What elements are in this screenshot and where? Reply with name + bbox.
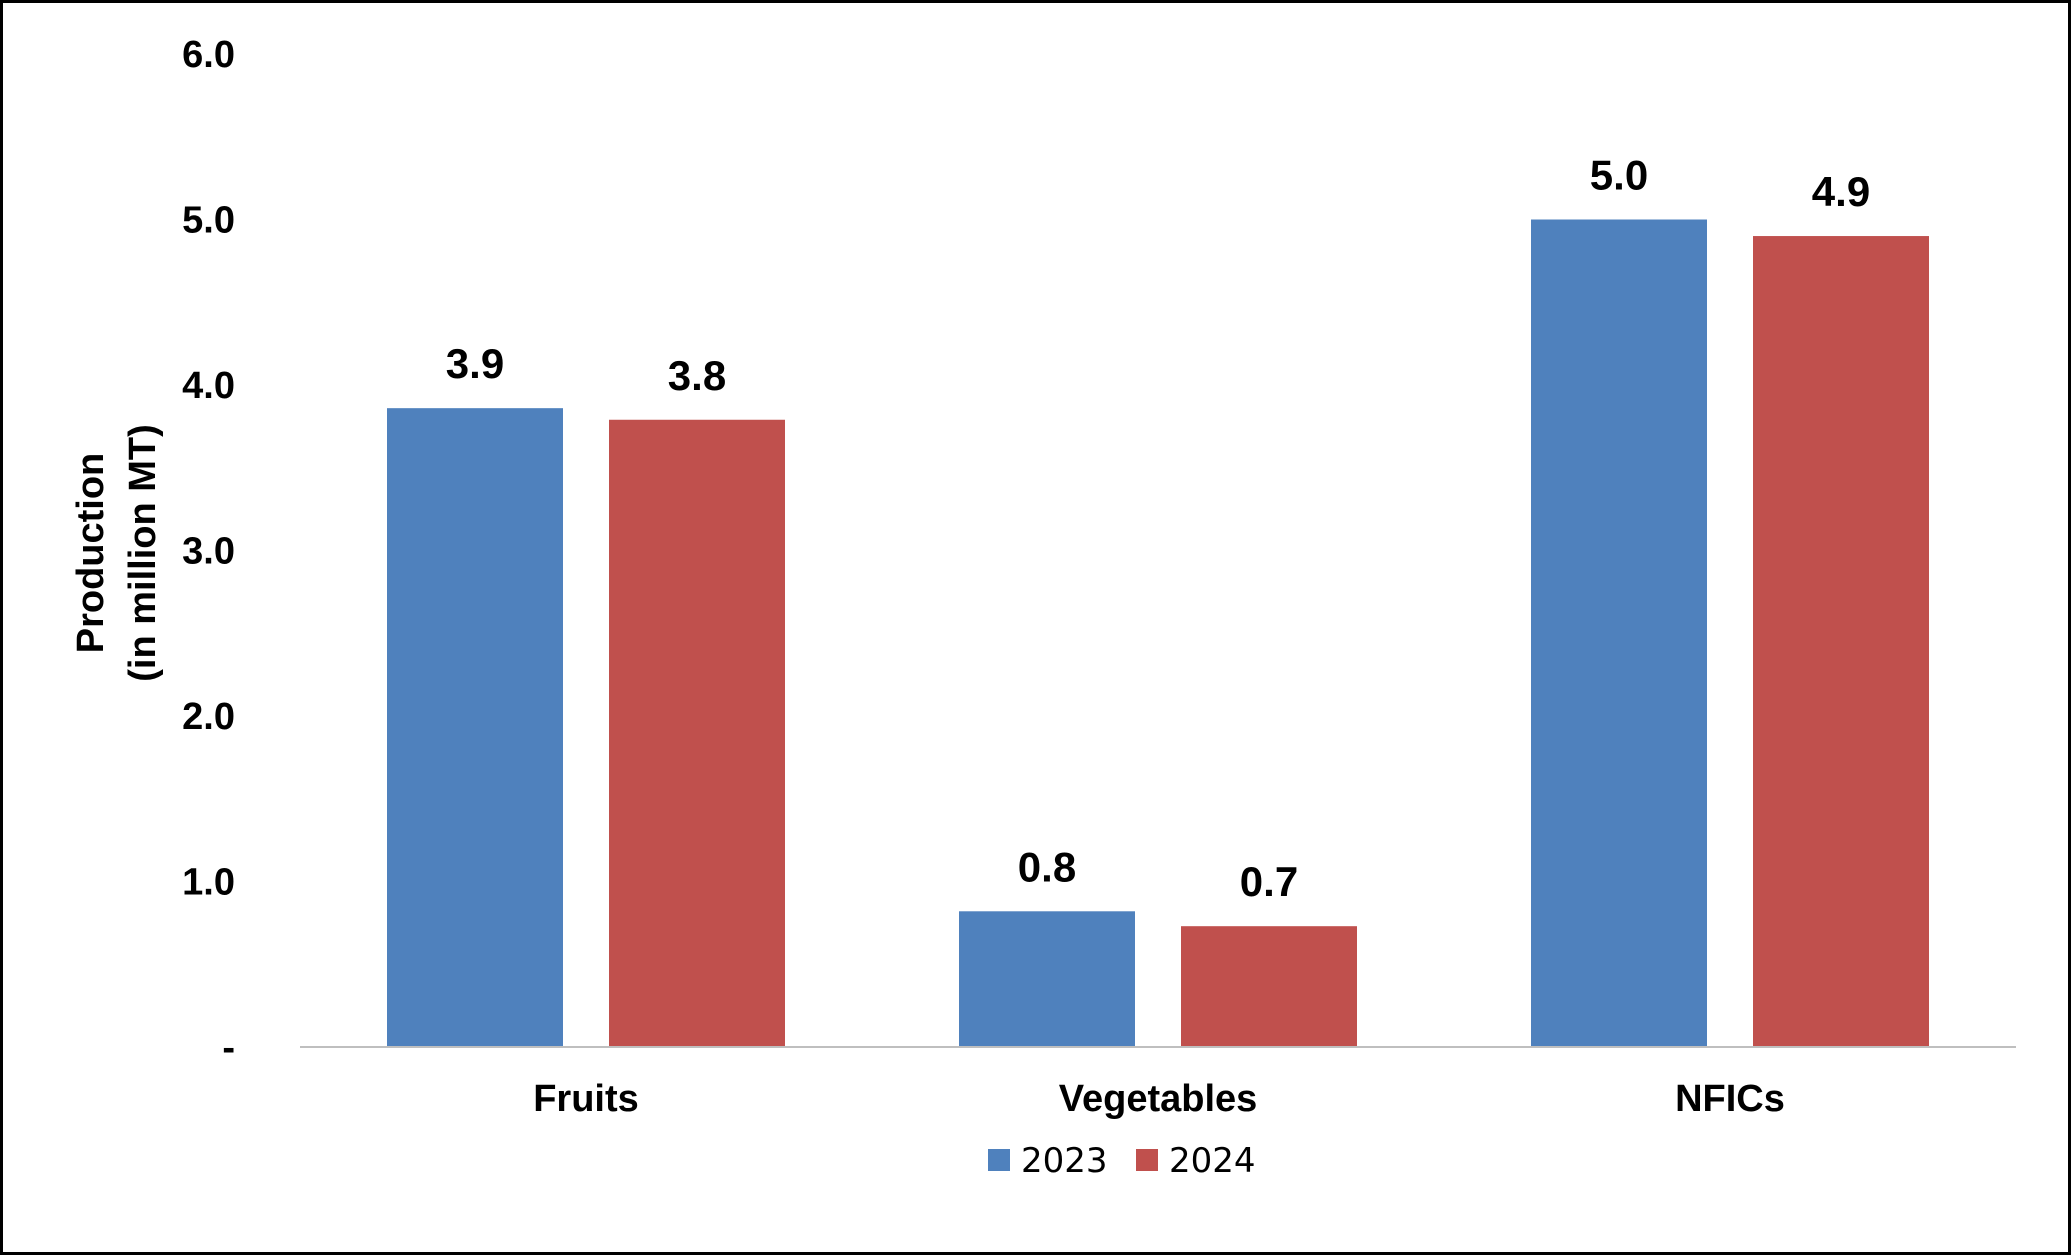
bar-nfics-2023: [1531, 219, 1707, 1047]
category-label-fruits: Fruits: [533, 1078, 639, 1120]
data-label-fruits-2023: 3.9: [446, 340, 504, 387]
bar-vegetables-2024: [1181, 926, 1357, 1047]
data-label-fruits-2024: 3.8: [668, 352, 726, 399]
y-tick-label: 4.0: [182, 365, 235, 407]
legend-label-2023: 2023: [1021, 1141, 1108, 1181]
y-tick-label: 1.0: [182, 862, 235, 904]
y-axis-title-line-1: Production: [70, 453, 112, 654]
category-labels: Fruits Vegetables NFICs: [533, 1078, 1785, 1120]
bars: 3.9 3.8 0.8 0.7 5.0 4.9: [387, 152, 1929, 1048]
y-axis-title: Production (in million MT): [70, 424, 164, 682]
bar-nfics-2024: [1753, 236, 1929, 1048]
legend: 2023 2024: [988, 1141, 1256, 1181]
category-label-vegetables: Vegetables: [1059, 1078, 1258, 1120]
legend-label-2024: 2024: [1169, 1141, 1256, 1181]
data-label-vegetables-2023: 0.8: [1018, 843, 1076, 890]
bar-chart: Production (in million MT) - 1.0 2.0 3.0 4.0…: [70, 34, 2016, 1181]
bar-fruits-2023: [387, 408, 563, 1047]
y-axis-ticks: - 1.0 2.0 3.0 4.0 5.0 6.0: [182, 34, 235, 1069]
y-tick-label: 2.0: [182, 696, 235, 738]
y-tick-label: 3.0: [182, 531, 235, 573]
data-label-nfics-2024: 4.9: [1812, 168, 1870, 215]
data-label-vegetables-2024: 0.7: [1240, 858, 1298, 905]
y-tick-label: 6.0: [182, 34, 235, 76]
bar-fruits-2024: [609, 419, 785, 1047]
data-label-nfics-2023: 5.0: [1590, 152, 1648, 199]
y-tick-label: 5.0: [182, 200, 235, 242]
y-axis-title-line-2: (in million MT): [122, 424, 164, 682]
category-label-nfics: NFICs: [1675, 1078, 1785, 1120]
y-tick-label: -: [222, 1027, 235, 1069]
legend-swatch-2023: [988, 1149, 1010, 1171]
bar-vegetables-2023: [959, 911, 1135, 1047]
legend-swatch-2024: [1136, 1149, 1158, 1171]
